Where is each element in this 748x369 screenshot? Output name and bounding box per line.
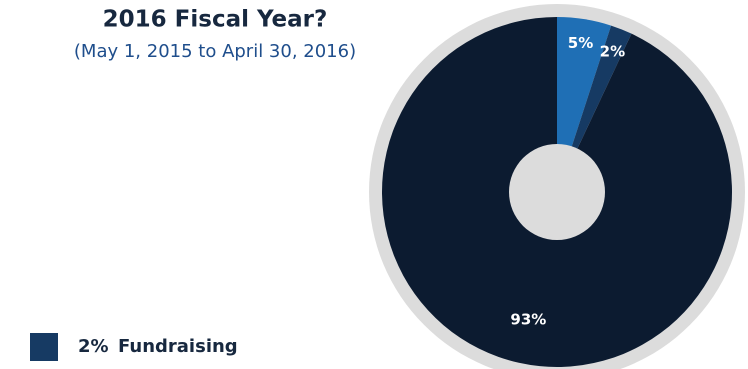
legend: 2% Fundraising	[30, 333, 238, 361]
slice-label: 5%	[568, 34, 593, 52]
legend-swatch	[30, 333, 58, 361]
chart-subtitle: (May 1, 2015 to April 30, 2016)	[74, 41, 356, 62]
pie-hole	[509, 144, 605, 240]
slice-labels: 5% 2% 93%	[510, 34, 625, 329]
slice-label: 93%	[510, 311, 546, 329]
legend-label: Fundraising	[118, 336, 238, 357]
chart-title: 2016 Fiscal Year?	[103, 7, 328, 33]
slice-label: 2%	[600, 43, 625, 61]
legend-value: 2%	[78, 336, 109, 357]
